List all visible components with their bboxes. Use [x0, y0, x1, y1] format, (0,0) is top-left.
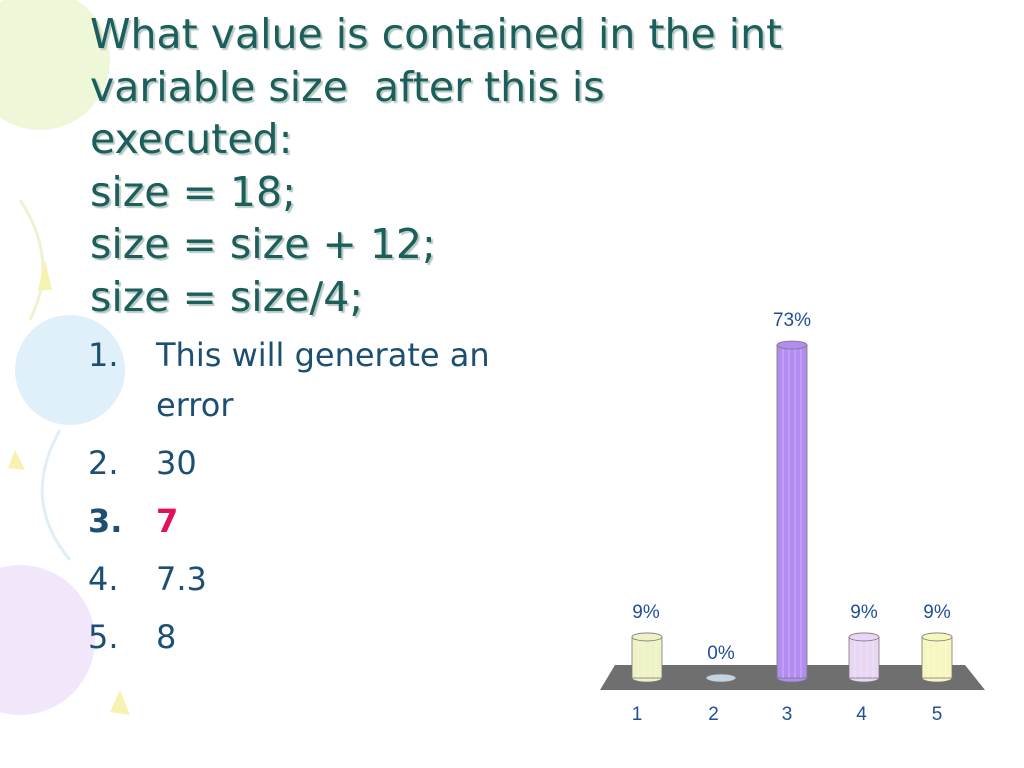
option-text: 7 [156, 502, 179, 540]
x-tick-label: 4 [856, 704, 867, 725]
option-number: 3. [88, 502, 123, 540]
option-text: 7.3 [156, 560, 207, 598]
answer-option: 4. 7.3 [88, 554, 528, 604]
option-number: 2. [88, 444, 119, 482]
confetti [110, 690, 130, 715]
title-line: size = size/4; [90, 272, 364, 321]
value-label: 0% [707, 643, 735, 664]
title-line: variable size after this is [90, 62, 605, 111]
confetti [38, 260, 52, 290]
option-text: 30 [156, 444, 197, 482]
string [18, 199, 45, 321]
x-tick-label: 1 [632, 704, 643, 725]
value-label: 9% [923, 602, 951, 623]
balloon [15, 315, 125, 425]
value-label: 73% [773, 310, 811, 331]
bar [631, 636, 663, 679]
option-text: This will generate an error [156, 336, 490, 424]
question-title: What value is contained in the int variab… [90, 8, 990, 323]
answer-option: 3. 7 [88, 496, 528, 546]
balloon [0, 0, 110, 130]
title-line: size = size + 12; [90, 220, 436, 268]
x-tick-label: 3 [782, 704, 793, 725]
confetti [8, 450, 25, 470]
bar [776, 344, 808, 679]
bar-cap [848, 632, 880, 642]
string [40, 429, 72, 561]
answer-list: 1. This will generate an error 2. 30 3. 7 4. 7.… [88, 330, 528, 670]
title-line: size = 18; [90, 167, 296, 216]
answer-option: 5. 8 [88, 612, 528, 662]
bar [921, 636, 953, 679]
title-line: What value is contained in the int [90, 10, 783, 58]
x-tick-label: 2 [708, 704, 719, 725]
bar [848, 636, 880, 679]
balloon [0, 565, 95, 715]
option-number: 5. [88, 618, 119, 656]
title-line: executed: [90, 115, 293, 163]
answer-option: 2. 30 [88, 438, 528, 488]
bar-cap [921, 632, 953, 642]
answer-option: 1. This will generate an error [88, 330, 528, 430]
bar-cap [776, 340, 808, 350]
bar-cap [631, 632, 663, 642]
option-text: 8 [156, 618, 177, 656]
value-label: 9% [632, 602, 660, 623]
option-number: 4. [88, 560, 119, 598]
value-label: 9% [850, 602, 878, 623]
x-tick-label: 5 [932, 704, 943, 725]
bar-cap [705, 673, 737, 683]
option-number: 1. [88, 336, 119, 374]
